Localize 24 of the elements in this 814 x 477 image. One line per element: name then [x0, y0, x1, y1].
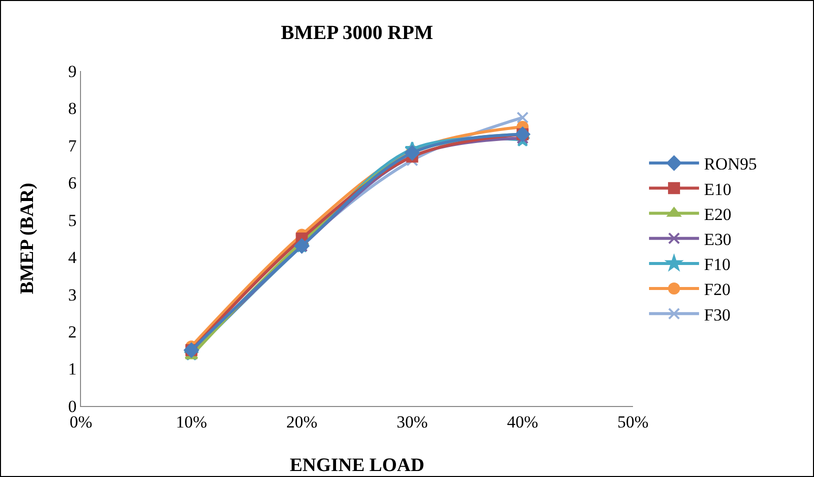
- legend-label: F30: [704, 305, 731, 324]
- legend-label: F10: [704, 255, 731, 274]
- y-tick-label: 5: [68, 210, 77, 230]
- y-tick-label: 4: [68, 248, 78, 268]
- x-tick-label: 40%: [507, 412, 538, 432]
- legend-label: E20: [704, 204, 732, 224]
- x-tick-label: 30%: [396, 412, 428, 432]
- y-axis-title: BMEP (BAR): [17, 182, 38, 294]
- y-tick-label: 8: [68, 99, 77, 118]
- x-tick-label: 10%: [176, 412, 207, 432]
- x-tick-label: 20%: [286, 412, 318, 432]
- legend-label: E30: [704, 230, 732, 249]
- legend-label: RON95: [704, 154, 757, 174]
- y-tick-label: 6: [68, 174, 77, 193]
- y-tick-label: 3: [68, 285, 77, 304]
- legend-label: E10: [704, 180, 732, 199]
- x-axis-title: ENGINE LOAD: [290, 455, 424, 476]
- legend-label: F20: [704, 280, 731, 300]
- y-tick-label: 9: [68, 62, 77, 81]
- chart-title: BMEP 3000 RPM: [280, 22, 434, 44]
- x-tick-label: 50%: [617, 412, 649, 432]
- y-tick-label: 2: [68, 322, 77, 342]
- y-tick-label: 1: [68, 360, 77, 379]
- y-tick-label: 7: [68, 136, 78, 156]
